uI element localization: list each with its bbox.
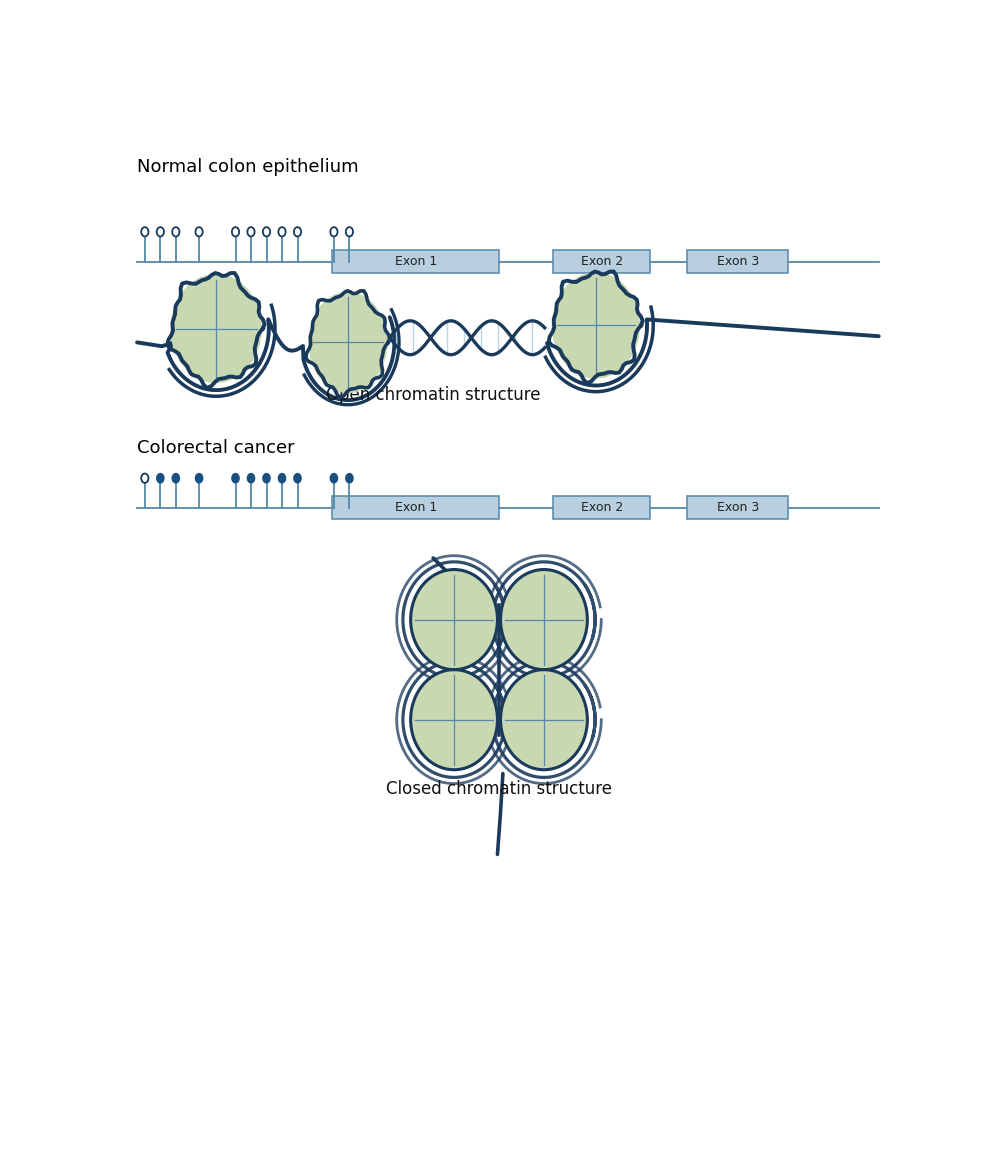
Ellipse shape (172, 227, 179, 237)
FancyBboxPatch shape (554, 497, 650, 519)
Text: Exon 1: Exon 1 (395, 502, 436, 515)
FancyBboxPatch shape (688, 497, 788, 519)
Ellipse shape (231, 227, 239, 237)
Ellipse shape (279, 227, 286, 237)
FancyBboxPatch shape (688, 250, 788, 273)
Ellipse shape (195, 227, 203, 237)
Ellipse shape (263, 227, 270, 237)
FancyBboxPatch shape (554, 250, 650, 273)
Text: Exon 2: Exon 2 (580, 502, 623, 515)
Text: Exon 1: Exon 1 (395, 255, 436, 268)
Ellipse shape (141, 473, 149, 483)
Text: Exon 3: Exon 3 (716, 502, 758, 515)
Ellipse shape (294, 227, 301, 237)
Ellipse shape (195, 473, 203, 483)
Ellipse shape (231, 473, 239, 483)
Ellipse shape (172, 473, 179, 483)
FancyBboxPatch shape (332, 497, 499, 519)
FancyBboxPatch shape (332, 250, 499, 273)
Text: Open chromatin structure: Open chromatin structure (326, 386, 541, 403)
Ellipse shape (309, 292, 387, 393)
Ellipse shape (411, 570, 497, 669)
Text: Closed chromatin structure: Closed chromatin structure (386, 781, 612, 798)
Text: Normal colon epithelium: Normal colon epithelium (137, 157, 359, 176)
Ellipse shape (279, 473, 286, 483)
Ellipse shape (553, 273, 639, 377)
Ellipse shape (157, 473, 164, 483)
Ellipse shape (346, 473, 353, 483)
Text: Exon 2: Exon 2 (580, 255, 623, 268)
Ellipse shape (330, 227, 338, 237)
Ellipse shape (263, 473, 270, 483)
Ellipse shape (247, 227, 255, 237)
Ellipse shape (500, 570, 587, 669)
Ellipse shape (157, 227, 164, 237)
Ellipse shape (294, 473, 301, 483)
Text: Exon 3: Exon 3 (716, 255, 758, 268)
Ellipse shape (247, 473, 255, 483)
Ellipse shape (171, 274, 261, 382)
Text: Colorectal cancer: Colorectal cancer (137, 438, 295, 457)
Ellipse shape (500, 669, 587, 770)
Ellipse shape (330, 473, 338, 483)
Ellipse shape (411, 669, 497, 770)
Ellipse shape (346, 227, 353, 237)
Ellipse shape (141, 227, 149, 237)
